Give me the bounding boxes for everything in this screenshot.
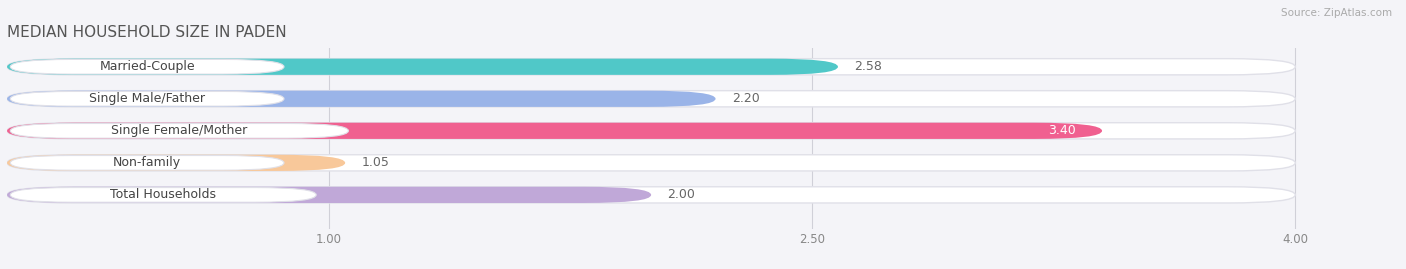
FancyBboxPatch shape <box>7 123 1102 139</box>
Text: 3.40: 3.40 <box>1049 124 1077 137</box>
Text: 1.05: 1.05 <box>361 156 389 169</box>
FancyBboxPatch shape <box>7 155 1295 171</box>
FancyBboxPatch shape <box>7 155 346 171</box>
FancyBboxPatch shape <box>7 187 1295 203</box>
FancyBboxPatch shape <box>10 187 316 202</box>
FancyBboxPatch shape <box>10 123 349 138</box>
Text: 2.00: 2.00 <box>668 188 695 201</box>
FancyBboxPatch shape <box>10 59 284 74</box>
FancyBboxPatch shape <box>7 59 1295 75</box>
Text: 2.58: 2.58 <box>853 60 882 73</box>
Text: Married-Couple: Married-Couple <box>100 60 195 73</box>
FancyBboxPatch shape <box>7 91 1295 107</box>
Text: Source: ZipAtlas.com: Source: ZipAtlas.com <box>1281 8 1392 18</box>
FancyBboxPatch shape <box>10 155 284 170</box>
FancyBboxPatch shape <box>10 91 284 106</box>
Text: MEDIAN HOUSEHOLD SIZE IN PADEN: MEDIAN HOUSEHOLD SIZE IN PADEN <box>7 25 287 40</box>
FancyBboxPatch shape <box>7 91 716 107</box>
FancyBboxPatch shape <box>7 59 838 75</box>
FancyBboxPatch shape <box>7 123 1295 139</box>
Text: Non-family: Non-family <box>112 156 181 169</box>
Text: Single Female/Mother: Single Female/Mother <box>111 124 247 137</box>
Text: Single Male/Father: Single Male/Father <box>89 92 205 105</box>
FancyBboxPatch shape <box>7 187 651 203</box>
Text: 2.20: 2.20 <box>731 92 759 105</box>
Text: Total Households: Total Households <box>110 188 217 201</box>
